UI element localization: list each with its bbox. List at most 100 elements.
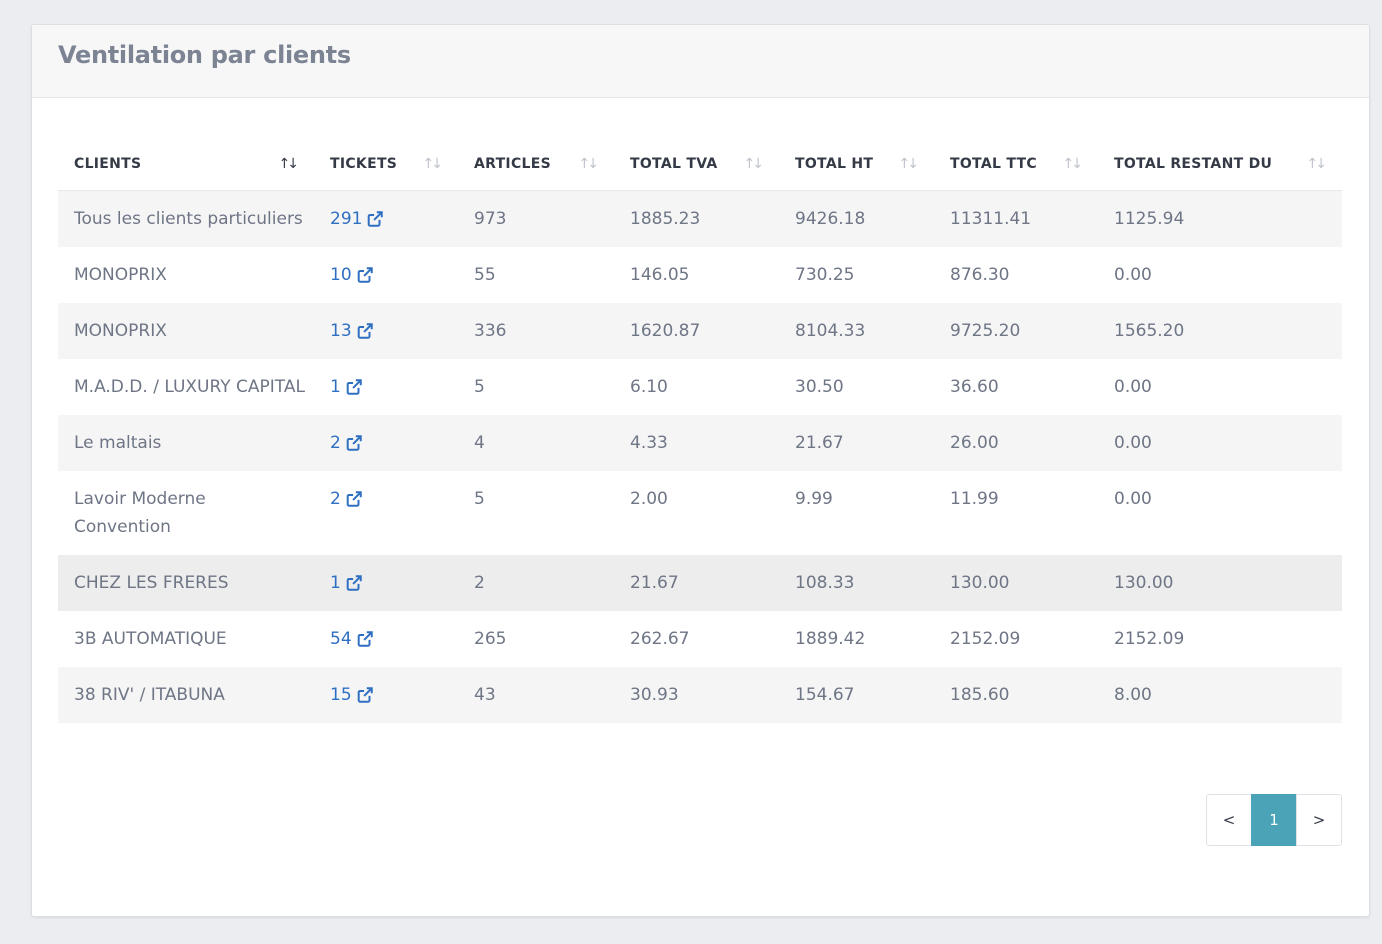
tickets-link[interactable]: 291 (330, 205, 384, 233)
column-header-tickets[interactable]: TICKETS ↑↓ (314, 138, 458, 191)
external-link-icon (346, 378, 362, 395)
ventilation-panel: Ventilation par clients CLIENTS ↑↓ TICKETS… (31, 24, 1370, 917)
tickets-link[interactable]: 1 (330, 373, 363, 401)
cell-restant: 0.00 (1114, 376, 1152, 397)
external-link-icon (346, 434, 362, 451)
cell-ttc: 26.00 (934, 414, 1098, 471)
page-1-button[interactable]: 1 (1251, 794, 1297, 846)
cell-restant: 1125.94 (1098, 190, 1342, 247)
column-header-label: TICKETS (330, 155, 398, 172)
cell-restant: 0.00 (1114, 488, 1152, 509)
cell-restant: 0.00 (1098, 414, 1342, 471)
cell-articles: 4 (458, 414, 614, 471)
tickets-link[interactable]: 2 (330, 429, 363, 457)
cell-restant: 1565.20 (1098, 302, 1342, 359)
cell-restant: 130.00 (1098, 554, 1342, 611)
column-header-label: TOTAL TVA (630, 155, 718, 172)
cell-articles: 5 (474, 488, 485, 509)
tickets-count: 10 (330, 264, 352, 285)
tickets-link[interactable]: 2 (330, 485, 363, 513)
cell-client: Le maltais (58, 414, 314, 471)
cell-tickets: 2 (314, 414, 458, 471)
sort-arrows-icon[interactable]: ↑↓ (1306, 155, 1328, 172)
cell-tva: 262.67 (630, 628, 690, 649)
cell-ht: 108.33 (779, 554, 934, 611)
column-header-label: TOTAL HT (795, 155, 874, 172)
tickets-count: 54 (330, 628, 352, 649)
cell-restant: 0.00 (1114, 264, 1152, 285)
cell-ht: 21.67 (779, 414, 934, 471)
cell-articles: 55 (474, 264, 496, 285)
cell-tickets: 1 (314, 359, 458, 415)
table-row: 38 RIV' / ITABUNA 15 43 30.93 154.67 185.60 8.… (58, 666, 1342, 723)
external-link-icon (357, 322, 373, 339)
cell-client: MONOPRIX (74, 264, 167, 285)
tickets-link[interactable]: 54 (330, 625, 374, 653)
table-row: MONOPRIX 10 55 146.05 730.25 876.30 0.00 (58, 247, 1342, 303)
cell-tva: 30.93 (614, 666, 779, 723)
tickets-link[interactable]: 10 (330, 261, 374, 289)
cell-tickets: 2 (314, 471, 458, 555)
cell-tickets: 13 (314, 302, 458, 359)
column-header-label: TOTAL TTC (950, 155, 1037, 172)
cell-tickets: 15 (314, 666, 458, 723)
cell-tva: 4.33 (614, 414, 779, 471)
table-row: Tous les clients particuliers 291 973 1885.… (58, 190, 1342, 247)
cell-ttc: 9725.20 (934, 302, 1098, 359)
cell-ttc: 11311.41 (934, 190, 1098, 247)
sort-arrows-icon[interactable]: ↑↓ (578, 155, 600, 172)
column-header-label: ARTICLES (474, 155, 551, 172)
external-link-icon (357, 686, 373, 703)
cell-ttc: 876.30 (950, 264, 1010, 285)
column-header-total-ttc[interactable]: TOTAL TTC ↑↓ (934, 138, 1098, 191)
sort-arrows-icon[interactable]: ↑↓ (1062, 155, 1084, 172)
column-header-label: CLIENTS (74, 155, 142, 172)
cell-client: MONOPRIX (58, 302, 314, 359)
column-header-total-ht[interactable]: TOTAL HT ↑↓ (779, 138, 934, 191)
tickets-count: 2 (330, 432, 341, 453)
cell-tva: 6.10 (630, 376, 668, 397)
cell-tva: 1885.23 (614, 190, 779, 247)
table-header-row: CLIENTS ↑↓ TICKETS ↑↓ ARTICLES ↑↓ TOTAL TVA ↑↓ T… (58, 138, 1342, 191)
table-row: 3B AUTOMATIQUE 54 265 262.67 1889.42 2152.09 2… (58, 611, 1342, 667)
cell-restant: 2152.09 (1114, 628, 1185, 649)
tickets-count: 1 (330, 572, 341, 593)
table-row: Le maltais 2 4 4.33 21.67 26.00 0.00 (58, 414, 1342, 471)
cell-restant: 8.00 (1098, 666, 1342, 723)
cell-ttc: 130.00 (934, 554, 1098, 611)
cell-tickets: 1 (314, 554, 458, 611)
tickets-link[interactable]: 1 (330, 569, 363, 597)
cell-ht: 9.99 (795, 488, 833, 509)
column-header-total-restant-du[interactable]: TOTAL RESTANT DU ↑↓ (1098, 138, 1342, 191)
sort-arrows-icon[interactable]: ↑↓ (898, 155, 920, 172)
cell-tickets: 54 (314, 611, 458, 667)
cell-ht: 9426.18 (779, 190, 934, 247)
tickets-count: 15 (330, 684, 352, 705)
next-page-button[interactable]: > (1296, 794, 1342, 846)
tickets-link[interactable]: 15 (330, 681, 374, 709)
cell-tva: 21.67 (614, 554, 779, 611)
cell-articles: 336 (458, 302, 614, 359)
tickets-count: 13 (330, 320, 352, 341)
sort-arrows-icon[interactable]: ↑↓ (278, 155, 300, 172)
sort-arrows-icon[interactable]: ↑↓ (743, 155, 765, 172)
cell-ht: 8104.33 (779, 302, 934, 359)
prev-page-button[interactable]: < (1206, 794, 1252, 846)
table-row: MONOPRIX 13 336 1620.87 8104.33 9725.20 1565.2… (58, 302, 1342, 359)
tickets-link[interactable]: 13 (330, 317, 374, 345)
tickets-count: 1 (330, 376, 341, 397)
column-header-clients[interactable]: CLIENTS ↑↓ (58, 138, 314, 191)
external-link-icon (357, 630, 373, 647)
pagination: < 1 > (1206, 794, 1342, 846)
cell-articles: 43 (458, 666, 614, 723)
column-header-label: TOTAL RESTANT DU (1114, 155, 1273, 172)
table-row: Lavoir Moderne Convention 2 5 2.00 9.99 11.99… (58, 471, 1342, 555)
cell-ht: 154.67 (779, 666, 934, 723)
sort-arrows-icon[interactable]: ↑↓ (422, 155, 444, 172)
column-header-articles[interactable]: ARTICLES ↑↓ (458, 138, 614, 191)
cell-client: M.A.D.D. / LUXURY CAPITAL (74, 376, 305, 397)
cell-ttc: 11.99 (950, 488, 999, 509)
column-header-total-tva[interactable]: TOTAL TVA ↑↓ (614, 138, 779, 191)
cell-tva: 2.00 (630, 488, 668, 509)
cell-ht: 1889.42 (795, 628, 866, 649)
